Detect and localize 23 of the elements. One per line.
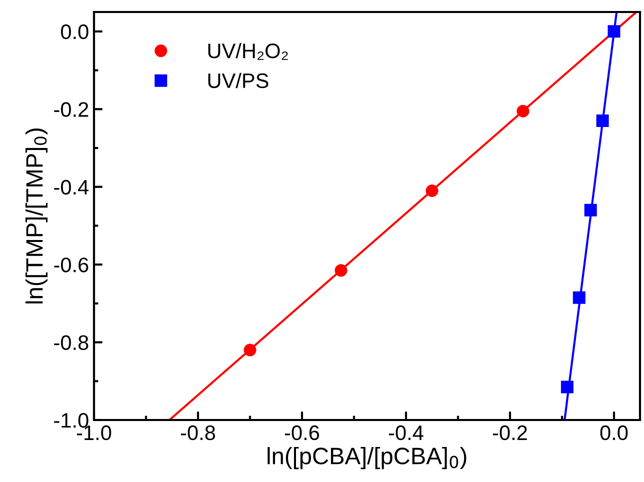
x-tick-label: -0.8: [180, 425, 216, 440]
point: [244, 344, 256, 356]
legend-label: UV/H₂O₂: [208, 42, 288, 60]
y-tick-label: 0.0: [60, 24, 88, 40]
y-axis-title: ln([TMP]/[TMP]$_{0}$): [25, 128, 48, 304]
y-tick-label: -0.2: [54, 102, 88, 117]
x-tick-label: 0.0: [600, 425, 628, 440]
y-tick-label: -0.6: [54, 258, 88, 272]
point: [596, 114, 609, 128]
point: [516, 104, 530, 118]
point: [608, 25, 620, 38]
legend-label: UV/PS: [208, 72, 268, 88]
x-tick-label: -0.2: [492, 425, 527, 440]
point: [572, 291, 586, 304]
y-tick-label: -0.8: [54, 335, 88, 350]
point: [426, 184, 438, 197]
x-axis-title: ln([pCBA]/[pCBA]$_{0}$): [268, 447, 466, 470]
x-tick-label: -0.6: [284, 425, 320, 440]
point: [334, 264, 348, 277]
point: [560, 380, 574, 394]
y-tick-label: -0.4: [54, 180, 89, 195]
x-tick-label: -0.4: [388, 425, 424, 440]
point: [584, 204, 597, 216]
